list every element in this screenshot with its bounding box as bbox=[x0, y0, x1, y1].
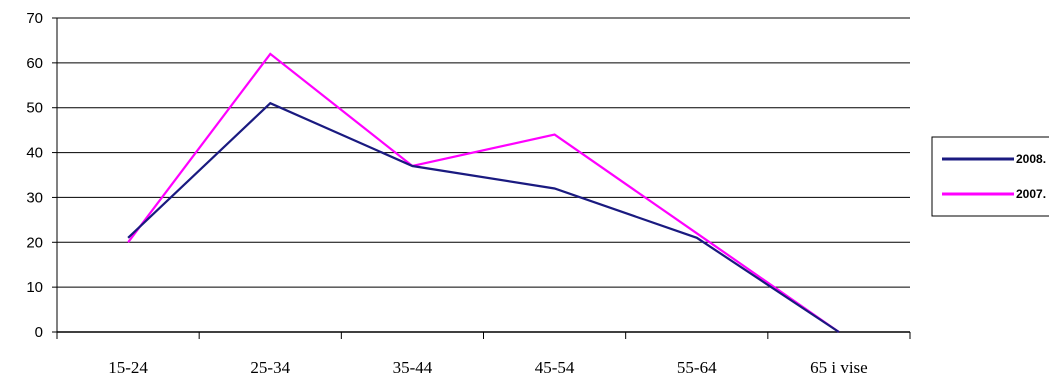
series-group bbox=[127, 52, 840, 333]
legend-label-1: 2007. bbox=[1016, 187, 1046, 201]
x-tick-label: 15-24 bbox=[108, 358, 148, 377]
y-tick-label: 50 bbox=[26, 100, 43, 117]
series-line-0 bbox=[127, 101, 840, 333]
y-tick-label: 40 bbox=[26, 145, 43, 162]
x-axis: 15-24 25-34 35-44 45-54 55-64 65 i vise bbox=[56, 331, 911, 377]
y-tick-label: 70 bbox=[26, 10, 43, 27]
y-tick-label: 30 bbox=[26, 189, 43, 206]
legend: 2008. 2007. bbox=[931, 136, 1049, 217]
y-tick-label: 20 bbox=[26, 234, 43, 251]
x-tick-label: 45-54 bbox=[535, 358, 575, 377]
x-tick-label: 65 i vise bbox=[810, 358, 868, 377]
y-tick-label: 10 bbox=[26, 279, 43, 296]
x-tick-label: 25-34 bbox=[250, 358, 290, 377]
x-tick-label: 35-44 bbox=[393, 358, 433, 377]
legend-box bbox=[931, 136, 1049, 217]
x-tick-label: 55-64 bbox=[677, 358, 717, 377]
legend-label-0: 2008. bbox=[1016, 152, 1046, 166]
y-tick-label: 0 bbox=[35, 324, 43, 341]
gridlines bbox=[57, 17, 910, 288]
y-axis: 0 10 20 30 40 50 60 70 bbox=[26, 10, 58, 341]
y-tick-label: 60 bbox=[26, 55, 43, 72]
series-line-1 bbox=[127, 52, 840, 333]
